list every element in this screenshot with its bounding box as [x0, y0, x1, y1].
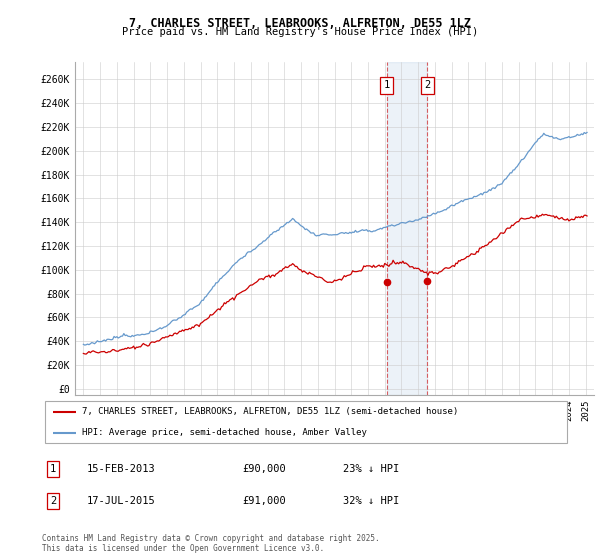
Text: Contains HM Land Registry data © Crown copyright and database right 2025.
This d: Contains HM Land Registry data © Crown c…: [42, 534, 380, 553]
Text: Price paid vs. HM Land Registry's House Price Index (HPI): Price paid vs. HM Land Registry's House …: [122, 27, 478, 37]
Text: HPI: Average price, semi-detached house, Amber Valley: HPI: Average price, semi-detached house,…: [82, 428, 367, 437]
Bar: [387, 62, 427, 395]
Text: 15-FEB-2013: 15-FEB-2013: [87, 464, 155, 474]
Text: 1: 1: [50, 464, 56, 474]
Text: 17-JUL-2015: 17-JUL-2015: [87, 496, 155, 506]
Text: 23% ↓ HPI: 23% ↓ HPI: [343, 464, 399, 474]
Text: 32% ↓ HPI: 32% ↓ HPI: [343, 496, 399, 506]
Text: 2: 2: [50, 496, 56, 506]
Text: 2: 2: [424, 81, 430, 90]
FancyBboxPatch shape: [44, 401, 568, 444]
Text: 7, CHARLES STREET, LEABROOKS, ALFRETON, DE55 1LZ: 7, CHARLES STREET, LEABROOKS, ALFRETON, …: [129, 17, 471, 30]
Text: £90,000: £90,000: [242, 464, 286, 474]
Text: 1: 1: [383, 81, 390, 90]
Text: 7, CHARLES STREET, LEABROOKS, ALFRETON, DE55 1LZ (semi-detached house): 7, CHARLES STREET, LEABROOKS, ALFRETON, …: [82, 407, 458, 416]
Text: £91,000: £91,000: [242, 496, 286, 506]
